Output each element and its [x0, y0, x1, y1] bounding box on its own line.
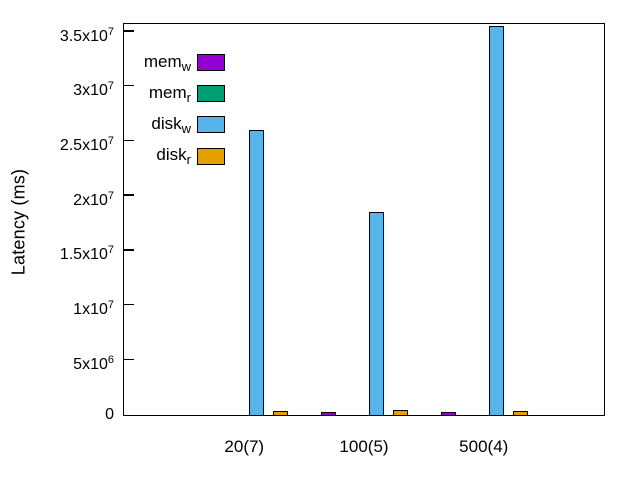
ytick-label: 1.5x107	[59, 244, 114, 264]
legend-swatch-disk_r	[197, 147, 225, 165]
legend-swatch-disk_w	[197, 116, 225, 134]
legend-label-subscript: w	[181, 120, 191, 136]
ytick-mark	[124, 139, 134, 142]
ytick-mark	[124, 358, 134, 361]
bar-mem_w-500(4)	[440, 412, 456, 415]
plot-area: memw memr diskw diskr	[123, 23, 605, 416]
legend-label-subscript: r	[186, 89, 191, 105]
ytick-exponent: 7	[107, 80, 114, 93]
legend-item-disk_w: diskw	[125, 109, 225, 140]
ytick-exponent: 7	[107, 244, 114, 257]
legend-label: memr	[148, 82, 191, 105]
ytick-label: 5x106	[73, 353, 114, 373]
bar-disk_w-20(7)	[249, 129, 265, 415]
bar-disk_r-500(4)	[512, 410, 528, 415]
ytick-exponent: 7	[107, 25, 114, 38]
legend-label: memw	[143, 51, 191, 74]
ytick-label: 3.5x107	[59, 25, 114, 45]
ytick-exponent: 7	[107, 134, 114, 147]
ytick-label: 0	[105, 405, 114, 423]
ytick-mark	[124, 84, 134, 87]
ytick-exponent: 7	[107, 299, 114, 312]
bar-disk_r-100(5)	[392, 409, 408, 415]
legend-swatch-mem_w	[197, 54, 225, 72]
ytick-label: 2x107	[73, 189, 114, 209]
bars-layer	[124, 24, 604, 415]
legend-label: diskr	[156, 145, 191, 168]
bar-disk_w-100(5)	[368, 211, 384, 415]
ytick-exponent: 6	[107, 353, 114, 366]
ytick-label: 1x107	[73, 299, 114, 319]
ytick-mark	[124, 303, 134, 306]
legend-label: diskw	[151, 113, 191, 136]
bar-disk_r-20(7)	[273, 410, 289, 415]
legend-item-mem_w: memw	[125, 47, 225, 78]
legend-label-subscript: r	[186, 152, 191, 168]
ytick-mark	[124, 249, 134, 251]
xtick-label: 500(4)	[459, 437, 509, 456]
xtick-label: 100(5)	[339, 437, 389, 456]
legend: memw memr diskw diskr	[125, 47, 225, 172]
ytick-exponent: 7	[107, 189, 114, 202]
bar-mem_w-100(5)	[321, 412, 337, 415]
legend-item-disk_r: diskr	[125, 141, 225, 172]
ytick-mark	[124, 30, 134, 32]
bar-disk_w-500(4)	[488, 25, 504, 415]
ytick-mark	[124, 194, 134, 196]
legend-swatch-mem_r	[197, 85, 225, 103]
legend-item-mem_r: memr	[125, 78, 225, 109]
legend-label-subscript: w	[181, 58, 191, 74]
ytick-label: 3x107	[73, 80, 114, 100]
ytick-label: 2.5x107	[59, 134, 114, 154]
xtick-label: 20(7)	[224, 437, 265, 456]
